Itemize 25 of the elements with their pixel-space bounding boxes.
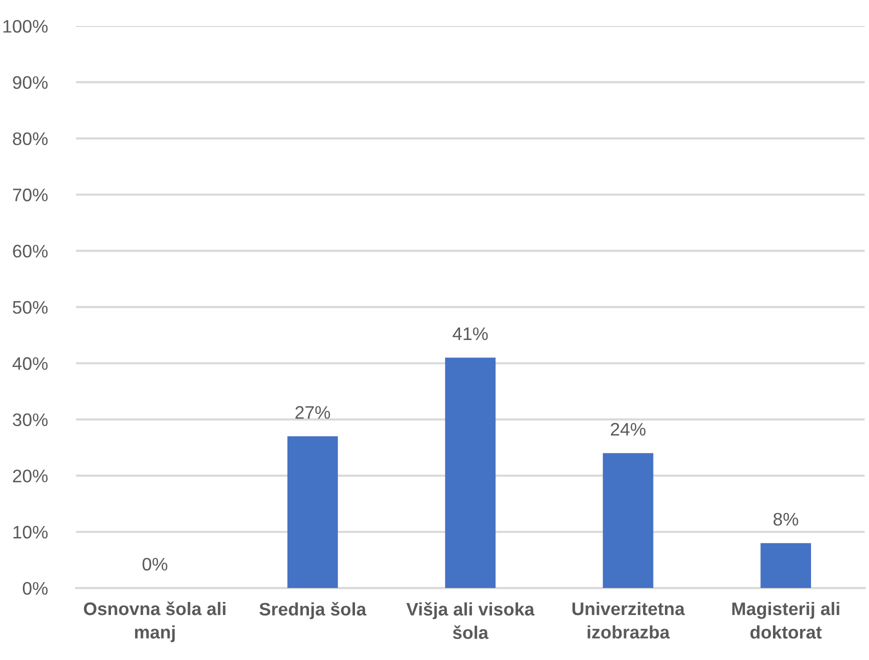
x-tick-label: Magisterij ali doktorat [732, 602, 840, 639]
bar [602, 453, 654, 588]
data-label: 24% [610, 422, 646, 436]
y-tick-label: 70% [13, 188, 48, 202]
x-tick-label: Osnovna šola ali manj [84, 602, 226, 642]
y-tick-label: 50% [12, 300, 48, 314]
x-tick-label: Višja ali visoka šola [406, 602, 535, 639]
data-label: 8% [774, 512, 798, 526]
y-tick-label: 100% [3, 20, 48, 33]
x-tick-label: Srednja šola [259, 602, 366, 620]
x-tick-label: Univerzitetna izobrazba [572, 602, 685, 639]
bar [760, 543, 812, 588]
y-tick-label: 0% [22, 582, 48, 595]
bar [287, 436, 338, 588]
y-tick-label: 90% [12, 76, 48, 89]
data-label: 41% [452, 327, 488, 340]
y-tick-label: 10% [14, 526, 48, 539]
y-tick-label: 20% [13, 470, 48, 482]
y-tick-label: 80% [12, 132, 48, 146]
bar [445, 358, 496, 588]
y-tick-label: 60% [13, 244, 48, 258]
y-tick-label: 30% [12, 413, 48, 426]
y-tick-label: 40% [12, 357, 48, 370]
data-label: 0% [142, 558, 168, 571]
data-label: 27% [295, 406, 330, 419]
